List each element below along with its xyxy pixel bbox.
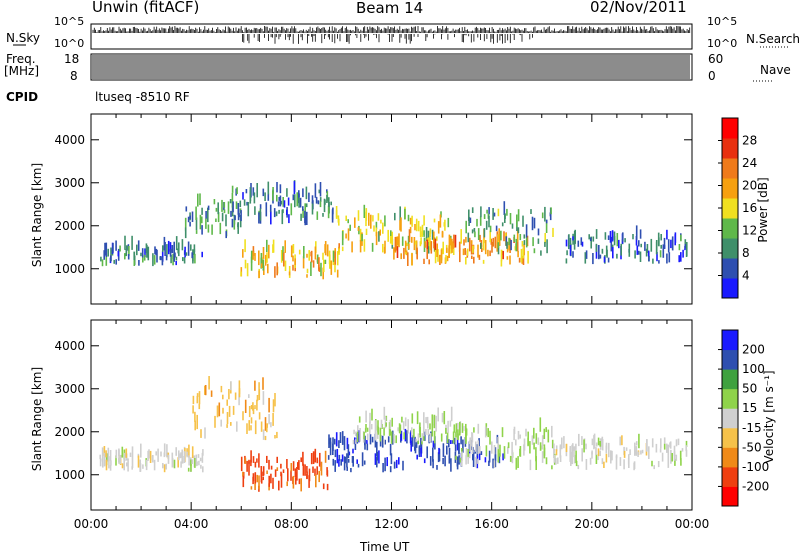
velocity-colorbar-cell	[722, 388, 738, 409]
freq-tick-bottom: 8	[70, 69, 78, 83]
nsky-top-tick-right: 10^5	[707, 15, 738, 28]
power-data	[100, 180, 688, 280]
nsky-bottom-tick-right: 10^0	[707, 37, 738, 50]
velocity-colorbar-cell	[722, 447, 738, 468]
freq-tick-top: 18	[64, 52, 80, 66]
power-colorbar-tick-label: 16	[742, 201, 757, 215]
station-title: Unwin (fitACF)	[92, 0, 200, 16]
velocity-colorbar-tick-label: 200	[742, 343, 765, 357]
velocity-colorbar-cell	[722, 408, 738, 429]
power-colorbar-tick-label: 24	[742, 156, 757, 170]
x-tick-label: 16:00	[474, 517, 509, 531]
power-colorbar-tick-label: 20	[742, 179, 757, 193]
nsky-bottom-tick: 10^0	[54, 37, 85, 50]
velocity-data	[99, 376, 688, 492]
power-colorbar-cell	[722, 218, 738, 239]
x-tick-label: 12:00	[374, 517, 409, 531]
x-tick-label: 04:00	[174, 517, 209, 531]
velocity-colorbar-tick-label: 100	[742, 362, 765, 376]
nsky-series	[92, 26, 691, 44]
freq-strip-frame	[90, 53, 693, 81]
velocity-colorbar-cell	[722, 486, 738, 507]
nsky-top-tick: 10^5	[54, 15, 85, 28]
power-colorbar-cell	[722, 278, 738, 299]
power-colorbar-cell	[722, 198, 738, 219]
x-tick-label: 08:00	[274, 517, 309, 531]
beam-title: Beam 14	[356, 0, 424, 17]
power-colorbar-cell	[722, 258, 738, 279]
velocity-colorbar-cell	[722, 427, 738, 448]
power-colorbar-tick-label: 4	[742, 269, 750, 283]
freq-unit: [MHz]	[4, 64, 40, 78]
x-tick-label: 00:00	[675, 517, 710, 531]
nave-tick-top: 60	[708, 52, 724, 66]
cpid-value: ltuseq -8510 RF	[95, 90, 190, 104]
cpid-label: CPID	[6, 90, 39, 104]
velocity-colorbar-cell	[722, 369, 738, 390]
power-colorbar-cell	[722, 238, 738, 259]
power-ytick-label: 1000	[54, 262, 85, 276]
power-ytick-label: 4000	[54, 133, 85, 147]
velocity-panel-frame	[90, 319, 693, 511]
freq-series	[92, 55, 690, 79]
velocity-colorbar-tick-label: -15	[742, 421, 762, 435]
power-colorbar-tick-label: 8	[742, 246, 750, 260]
power-ytick-label: 3000	[54, 176, 85, 190]
velocity-ytick-label: 1000	[54, 468, 85, 482]
x-tick-label: 00:00	[74, 517, 109, 531]
velocity-colorbar-tick-label: -50	[742, 440, 762, 454]
velocity-colorbar-tick-label: -200	[742, 479, 769, 493]
velocity-colorbar-cell	[722, 330, 738, 351]
power-panel-frame	[90, 113, 693, 305]
freq-label: Freq.	[6, 52, 36, 66]
power-ytick-label: 2000	[54, 219, 85, 233]
power-colorbar-cell	[722, 138, 738, 159]
nsky-label: N.Sky	[6, 31, 41, 45]
power-colorbar-cell	[722, 118, 738, 139]
velocity-colorbar-tick-label: -100	[742, 460, 769, 474]
nsearch-label: N.Search	[746, 32, 800, 46]
velocity-ytick-label: 2000	[54, 425, 85, 439]
velocity-ytick-label: 3000	[54, 382, 85, 396]
power-colorbar-tick-label: 28	[742, 134, 757, 148]
velocity-colorbar-frame	[721, 329, 739, 507]
nsky-strip-frame	[90, 23, 693, 50]
velocity-colorbar-cell	[722, 349, 738, 370]
velocity-colorbar-tick-label: 50	[742, 382, 757, 396]
velocity-colorbar-tick-label: 15	[742, 401, 757, 415]
power-colorbar-cell	[722, 178, 738, 199]
power-colorbar-tick-label: 12	[742, 224, 757, 238]
date-title: 02/Nov/2011	[590, 0, 687, 16]
x-tick-label: 20:00	[575, 517, 610, 531]
nave-tick-bottom: 0	[708, 69, 716, 83]
velocity-ytick-label: 4000	[54, 339, 85, 353]
nave-label: Nave	[760, 63, 791, 77]
x-axis-label: Time UT	[360, 540, 410, 554]
velocity-colorbar-cell	[722, 466, 738, 487]
power-colorbar-cell	[722, 158, 738, 179]
